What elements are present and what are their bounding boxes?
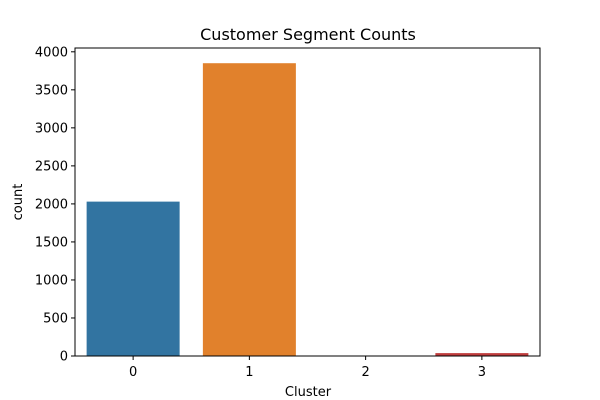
- bar-cluster-3: [435, 353, 529, 356]
- y-tick-label: 500: [43, 311, 68, 326]
- chart-title: Customer Segment Counts: [200, 25, 416, 44]
- y-tick-label: 1000: [35, 273, 68, 288]
- y-tick-label: 3000: [35, 121, 68, 136]
- x-tick-label: 0: [129, 365, 137, 380]
- y-axis-label: count: [11, 184, 26, 221]
- y-tick-label: 0: [60, 350, 68, 365]
- y-axis-ticks: 0 500 1000 1500 2000 2500 3000 3500 4000: [35, 45, 75, 365]
- x-tick-label: 2: [361, 365, 369, 380]
- x-axis-ticks: 0 1 2 3: [129, 356, 486, 380]
- y-tick-label: 2000: [35, 197, 68, 212]
- plot-frame: [74, 47, 541, 357]
- x-axis-label: Cluster: [285, 385, 332, 400]
- bar-cluster-0: [86, 201, 180, 356]
- x-tick-label: 3: [478, 365, 486, 380]
- x-tick-label: 1: [245, 365, 253, 380]
- y-tick-label: 1500: [35, 235, 68, 250]
- bars: [86, 63, 529, 357]
- y-tick-label: 4000: [35, 45, 68, 60]
- y-tick-label: 2500: [35, 159, 68, 174]
- bar-cluster-1: [202, 63, 296, 357]
- y-tick-label: 3500: [35, 83, 68, 98]
